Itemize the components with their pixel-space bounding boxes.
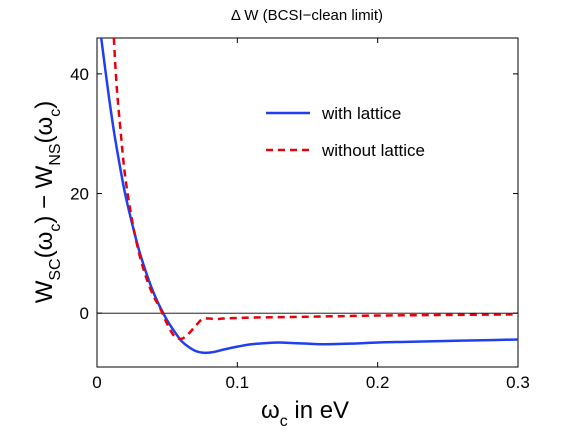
series-group <box>99 38 518 355</box>
y-tick-label: 40 <box>70 65 89 84</box>
y-tick-label: 20 <box>70 185 89 204</box>
plot-area <box>96 37 519 368</box>
legend: with lattice without lattice <box>266 104 425 160</box>
y-axis-label: WSC(ωc) − WNS(ωc) <box>31 101 64 304</box>
legend-label-without-lattice: without lattice <box>321 141 425 160</box>
ticks: 0 0.1 0.2 0.3 0 20 40 <box>70 38 530 392</box>
series-line-without-lattice <box>112 38 518 341</box>
legend-label-with-lattice: with lattice <box>321 104 401 123</box>
x-tick-label: 0 <box>92 373 101 392</box>
chart-title: Δ W (BCSI−clean limit) <box>231 7 383 24</box>
y-tick-label: 0 <box>80 304 89 323</box>
x-tick-label: 0.3 <box>506 373 530 392</box>
x-tick-label: 0.1 <box>226 373 250 392</box>
x-axis-label: ωc in eV <box>261 397 349 430</box>
x-tick-label: 0.2 <box>366 373 390 392</box>
